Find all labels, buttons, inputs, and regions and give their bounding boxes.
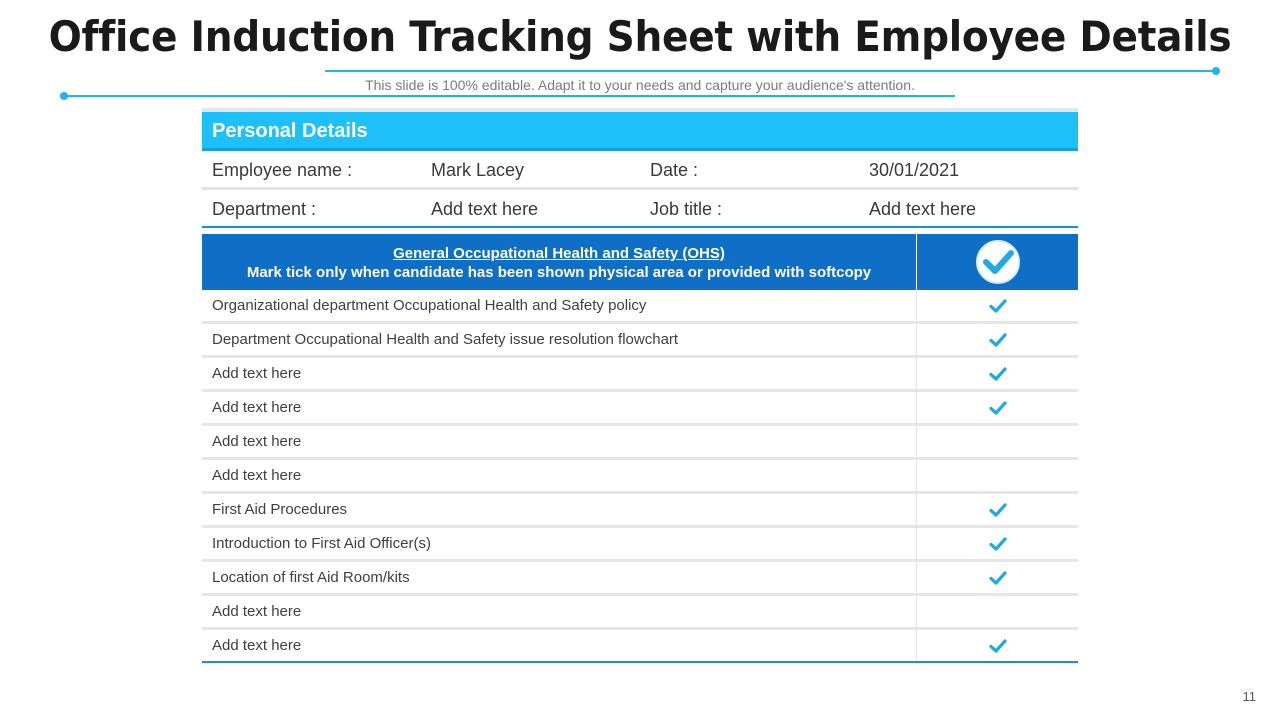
decorative-dot-right bbox=[1212, 67, 1220, 75]
checklist-checkbox-cell[interactable] bbox=[916, 596, 1078, 627]
personal-details-header: Personal Details bbox=[202, 112, 1078, 151]
ohs-title: General Occupational Health and Safety (… bbox=[393, 245, 725, 262]
checkmark-icon bbox=[988, 502, 1007, 517]
checklist-checkbox-cell[interactable] bbox=[916, 290, 1078, 321]
checklist-row: Organizational department Occupational H… bbox=[202, 290, 1078, 324]
decorative-line-upper bbox=[325, 70, 1216, 72]
checkmark-icon bbox=[988, 298, 1007, 313]
checklist-item-label: Location of first Aid Room/kits bbox=[212, 569, 410, 586]
checklist-row: Introduction to First Aid Officer(s) bbox=[202, 528, 1078, 562]
decorative-dot-left bbox=[60, 92, 68, 100]
checkmark-icon bbox=[988, 400, 1007, 415]
page-title: Office Induction Tracking Sheet with Emp… bbox=[48, 12, 1232, 61]
checklist-checkbox-cell[interactable] bbox=[916, 562, 1078, 593]
checklist-row: Add text here bbox=[202, 392, 1078, 426]
checklist-checkbox-cell[interactable] bbox=[916, 630, 1078, 661]
checklist-checkbox-cell[interactable] bbox=[916, 426, 1078, 457]
checklist-row: Location of first Aid Room/kits bbox=[202, 562, 1078, 596]
checklist-checkbox-cell[interactable] bbox=[916, 528, 1078, 559]
personal-details-row: Employee name : Mark Lacey Date : 30/01/… bbox=[202, 151, 1078, 190]
checklist-row: Add text here bbox=[202, 358, 1078, 392]
department-label: Department : bbox=[212, 199, 317, 219]
tracking-sheet: Personal Details Employee name : Mark La… bbox=[202, 108, 1078, 663]
personal-details-top-bar bbox=[202, 108, 1078, 112]
checklist-item-label: First Aid Procedures bbox=[212, 501, 348, 518]
checklist-item-label: Department Occupational Health and Safet… bbox=[212, 331, 679, 348]
checkmark-icon bbox=[988, 638, 1007, 653]
checkmark-icon bbox=[988, 332, 1007, 347]
checkmark-icon bbox=[988, 536, 1007, 551]
checklist-checkbox-cell[interactable] bbox=[916, 494, 1078, 525]
checklist-row: Add text here bbox=[202, 426, 1078, 460]
checklist-checkbox-cell[interactable] bbox=[916, 392, 1078, 423]
subtitle: This slide is 100% editable. Adapt it to… bbox=[365, 77, 915, 93]
page-number: 11 bbox=[1242, 689, 1257, 704]
employee-name-label: Employee name : bbox=[212, 160, 353, 180]
checklist-item-label: Organizational department Occupational H… bbox=[212, 297, 647, 314]
checkmark-icon bbox=[988, 570, 1007, 585]
employee-name-value[interactable]: Mark Lacey bbox=[431, 160, 525, 180]
checkmark-icon bbox=[988, 366, 1007, 381]
ohs-header-text: General Occupational Health and Safety (… bbox=[202, 234, 916, 290]
date-label: Date : bbox=[650, 160, 699, 180]
checklist-row: Department Occupational Health and Safet… bbox=[202, 324, 1078, 358]
checklist-item-label: Add text here bbox=[212, 433, 302, 450]
checklist-item-label: Introduction to First Aid Officer(s) bbox=[212, 535, 431, 552]
checklist-row: Add text here bbox=[202, 596, 1078, 630]
ohs-items-list: Organizational department Occupational H… bbox=[202, 290, 1078, 663]
ohs-header: General Occupational Health and Safety (… bbox=[202, 234, 1078, 290]
checklist-checkbox-cell[interactable] bbox=[916, 324, 1078, 355]
checklist-row: Add text here bbox=[202, 630, 1078, 663]
checklist-checkbox-cell[interactable] bbox=[916, 460, 1078, 491]
check-circle-icon bbox=[975, 240, 1020, 284]
checklist-item-label: Add text here bbox=[212, 467, 302, 484]
date-value[interactable]: 30/01/2021 bbox=[869, 160, 960, 180]
checklist-row: Add text here bbox=[202, 460, 1078, 494]
checklist-item-label: Add text here bbox=[212, 637, 302, 654]
checklist-item-label: Add text here bbox=[212, 365, 302, 382]
job-title-label: Job title : bbox=[650, 199, 723, 219]
checklist-item-label: Add text here bbox=[212, 603, 302, 620]
decorative-line-lower bbox=[64, 95, 955, 97]
job-title-value[interactable]: Add text here bbox=[869, 199, 977, 219]
personal-details-row: Department : Add text here Job title : A… bbox=[202, 190, 1078, 228]
checklist-row: First Aid Procedures bbox=[202, 494, 1078, 528]
department-value[interactable]: Add text here bbox=[431, 199, 539, 219]
ohs-instruction: Mark tick only when candidate has been s… bbox=[246, 264, 872, 281]
checklist-item-label: Add text here bbox=[212, 399, 302, 416]
ohs-header-check-cell bbox=[916, 234, 1078, 290]
checklist-checkbox-cell[interactable] bbox=[916, 358, 1078, 389]
